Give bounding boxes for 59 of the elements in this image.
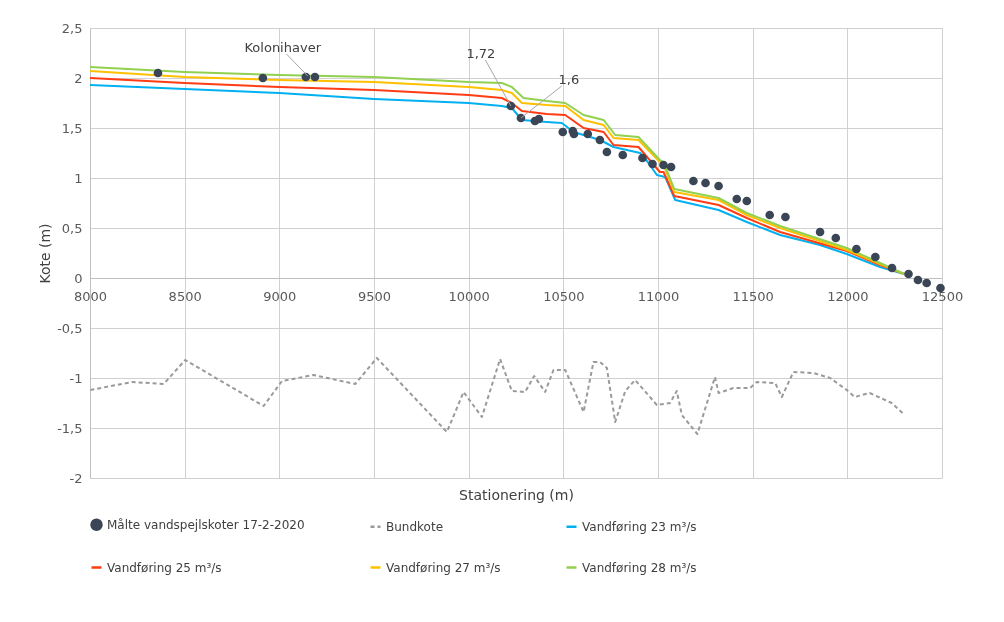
point (871, 252, 880, 262)
y-tick-label: -1,5 (57, 420, 83, 436)
point (742, 196, 752, 206)
point (666, 162, 676, 172)
point (913, 275, 923, 285)
x-tick-label: 12000 (827, 288, 869, 304)
point (659, 160, 668, 170)
x-axis-title: Stationering (m) (459, 486, 574, 503)
point (648, 159, 657, 169)
point (595, 135, 605, 145)
point (638, 153, 647, 163)
y-tick-label: -2 (69, 470, 83, 486)
x-tick-label: 10000 (448, 288, 490, 304)
x-tick-label: 8500 (168, 288, 202, 304)
point (765, 210, 775, 220)
point (732, 194, 742, 204)
y-tick-label: 0 (74, 270, 83, 286)
x-tick-label: 11500 (732, 288, 774, 304)
annotation: Kolonihaver (244, 40, 322, 55)
legend-label: Vandføring 28 m³/s (582, 560, 697, 575)
y-tick-label: -1 (69, 370, 83, 386)
point (583, 129, 593, 139)
legend-label: Bundkote (386, 519, 444, 534)
point (781, 212, 790, 222)
y-tick-label: -0,5 (57, 320, 83, 336)
legend-label: Vandføring 27 m³/s (386, 560, 501, 575)
y-tick-label: 0,5 (61, 220, 83, 236)
point (714, 181, 723, 191)
y-tick-label: 2 (74, 70, 83, 86)
y-tick-label: 1,5 (61, 120, 83, 136)
y-axis-title: Kote (m) (37, 223, 54, 284)
annotation: 1,6 (558, 72, 580, 87)
point (904, 269, 913, 279)
point (831, 233, 841, 243)
x-tick-label: 11000 (637, 288, 680, 304)
point (258, 73, 268, 83)
line-series (89, 357, 906, 435)
legend-label: Vandføring 23 m³/s (582, 519, 697, 534)
point (534, 114, 544, 124)
point (922, 278, 931, 288)
x-tick-label: 12500 (921, 288, 964, 304)
point (701, 178, 710, 188)
point (618, 150, 628, 160)
x-tick-label: 9500 (357, 288, 392, 304)
point (852, 244, 861, 254)
annotation: 1,72 (466, 46, 496, 61)
point (310, 72, 320, 82)
point (936, 283, 945, 293)
y-tick-label: 2,5 (61, 20, 83, 36)
x-tick-label: 9000 (263, 288, 297, 304)
point (815, 227, 825, 237)
legend-label: Vandføring 25 m³/s (107, 560, 222, 575)
y-tick-label: 1 (74, 170, 83, 186)
point (602, 147, 612, 157)
point (689, 176, 698, 186)
point (558, 127, 568, 137)
legend-label: Målte vandspejlskoter 17-2-2020 (107, 517, 305, 532)
x-tick-label: 10500 (543, 288, 585, 304)
x-tick-label: 8000 (73, 288, 108, 304)
